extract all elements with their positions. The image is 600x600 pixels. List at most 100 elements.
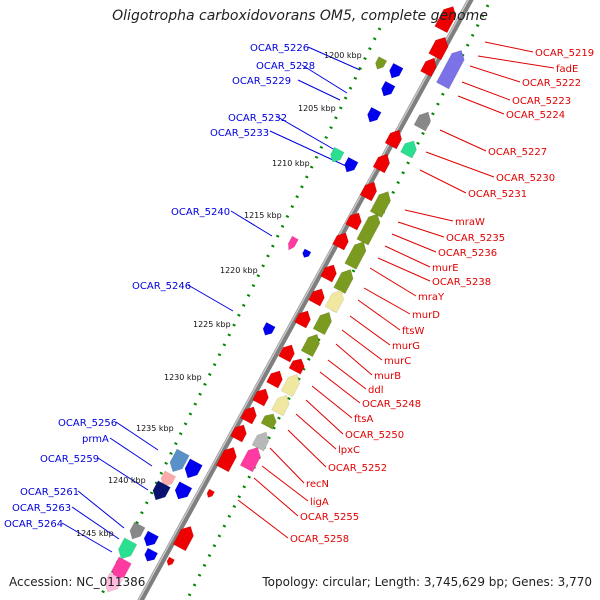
leader-line-ocar-5230 (425, 151, 495, 178)
leader-line-ftsw (357, 299, 401, 331)
leader-line-ddl (327, 359, 367, 390)
leader-line-ocar-5224 (457, 95, 505, 115)
tick-label-1205-kbp: 1205 kbp (298, 104, 336, 113)
gene-label-mraw[interactable]: mraW (455, 217, 485, 228)
leader-line-ocar-5263 (71, 506, 120, 540)
leader-line-murc (341, 329, 383, 361)
gene-label-ocar-5248[interactable]: OCAR_5248 (362, 399, 421, 410)
gene-label-ocar-5259[interactable]: OCAR_5259 (40, 454, 99, 465)
leader-line-ocar-5246 (187, 284, 234, 312)
gene-label-ocar-5228[interactable]: OCAR_5228 (256, 61, 315, 72)
map-title: Oligotropha carboxidovorans OM5, complet… (112, 8, 488, 24)
gene-label-ocar-5263[interactable]: OCAR_5263 (12, 503, 71, 514)
gene-label-murb[interactable]: murB (374, 371, 401, 382)
leader-line-ocar-5235 (397, 221, 445, 238)
gene-label-ocar-5219[interactable]: OCAR_5219 (535, 48, 594, 59)
gene-label-murg[interactable]: murG (392, 341, 420, 352)
gene-label-mray[interactable]: mraY (418, 292, 445, 303)
gene-label-ocar-5223[interactable]: OCAR_5223 (512, 96, 571, 107)
leader-line-ocar-5227 (439, 129, 487, 152)
leader-line-ocar-5219 (484, 41, 534, 53)
leader-line-ocar-5256 (115, 421, 159, 451)
gene-label-ocar-5264[interactable]: OCAR_5264 (4, 519, 63, 530)
gene-label-fade[interactable]: fadE (556, 64, 578, 75)
leader-line-ocar-5261 (77, 490, 125, 529)
leader-line-ocar-5238 (377, 257, 431, 282)
tick-label-1240-kbp: 1240 kbp (108, 476, 146, 485)
gene-label-ocar-5252[interactable]: OCAR_5252 (328, 463, 387, 474)
leader-line-ocar-5252 (287, 429, 327, 468)
tick-label-1225-kbp: 1225 kbp (193, 320, 231, 329)
gene-label-ocar-5256[interactable]: OCAR_5256 (58, 418, 117, 429)
gc-track-inner (98, 27, 382, 599)
genome-backbone (137, 0, 474, 600)
gene-label-murd[interactable]: murD (412, 310, 440, 321)
leader-line-liga (261, 465, 309, 502)
tick-label-1210-kbp: 1210 kbp (272, 159, 310, 168)
leader-line-ocar-5222 (469, 65, 521, 83)
leader-line-ocar-5259 (97, 457, 149, 491)
gene-label-ocar-5258[interactable]: OCAR_5258 (290, 534, 349, 545)
tick-label-1220-kbp: 1220 kbp (220, 266, 258, 275)
gene-label-ocar-5236[interactable]: OCAR_5236 (438, 248, 497, 259)
gene-label-recn[interactable]: recN (306, 479, 329, 490)
leader-line-mraw (404, 209, 454, 222)
leader-line-recn (269, 447, 305, 484)
leader-line-ocar-5223 (461, 81, 511, 101)
tick-label-1200-kbp: 1200 kbp (324, 51, 362, 60)
tick-label-1215-kbp: 1215 kbp (244, 211, 282, 220)
gene-label-ocar-5226[interactable]: OCAR_5226 (250, 43, 309, 54)
leader-line-prma (109, 437, 153, 467)
gene-label-ocar-5246[interactable]: OCAR_5246 (132, 281, 191, 292)
gene-label-prma[interactable]: prmA (82, 434, 109, 445)
leader-line-ocar-5264 (61, 522, 113, 553)
tick-label-1245-kbp: 1245 kbp (76, 529, 114, 538)
leader-line-ftsa (311, 385, 353, 419)
gene-label-ocar-5227[interactable]: OCAR_5227 (488, 147, 547, 158)
gene-label-ocar-5224[interactable]: OCAR_5224 (506, 110, 565, 121)
leader-line-ocar-5229 (297, 79, 341, 101)
leader-line-ocar-5231 (419, 169, 467, 194)
tick-label-1235-kbp: 1235 kbp (136, 424, 174, 433)
gene-label-ftsw[interactable]: ftsW (402, 326, 424, 337)
gene-label-lpxc[interactable]: lpxC (338, 445, 360, 456)
genome-summary: Topology: circular; Length: 3,745,629 bp… (262, 575, 592, 589)
gene-label-ocar-5240[interactable]: OCAR_5240 (171, 207, 230, 218)
gene-label-ocar-5232[interactable]: OCAR_5232 (228, 113, 287, 124)
gene-label-ocar-5255[interactable]: OCAR_5255 (300, 512, 359, 523)
leader-line-mure (384, 245, 431, 268)
gene-label-ocar-5261[interactable]: OCAR_5261 (20, 487, 79, 498)
gene-label-liga[interactable]: ligA (310, 497, 329, 508)
leader-line-ocar-5258 (237, 499, 289, 539)
gene-label-mure[interactable]: murE (432, 263, 459, 274)
gene-label-ocar-5222[interactable]: OCAR_5222 (522, 78, 581, 89)
accession-text: Accession: NC_011386 (9, 575, 146, 589)
gene-label-ftsa[interactable]: ftsA (354, 414, 373, 425)
gene-label-ocar-5230[interactable]: OCAR_5230 (496, 173, 555, 184)
leader-line-murb (335, 343, 373, 376)
leader-line-fade (477, 55, 555, 69)
leader-line-murg (349, 315, 391, 346)
leader-line-ocar-5250 (305, 399, 344, 435)
tick-label-1230-kbp: 1230 kbp (164, 373, 202, 382)
leader-line-ocar-5255 (253, 477, 299, 517)
leader-line-mray (369, 267, 417, 297)
leader-line-ocar-5228 (301, 64, 348, 94)
leader-line-ocar-5248 (319, 371, 361, 404)
gene-label-murc[interactable]: murC (384, 356, 411, 367)
leader-line-ocar-5240 (230, 210, 273, 237)
gene-label-ocar-5238[interactable]: OCAR_5238 (432, 277, 491, 288)
leader-line-lpxc (295, 413, 337, 450)
gene-label-ocar-5229[interactable]: OCAR_5229 (232, 76, 291, 87)
leader-line-ocar-5236 (391, 233, 437, 253)
gene-label-ocar-5231[interactable]: OCAR_5231 (468, 189, 527, 200)
gene-label-ocar-5233[interactable]: OCAR_5233 (210, 128, 269, 139)
gc-track-outer (186, 4, 490, 599)
leader-line-ocar-5226 (307, 46, 361, 71)
gene-label-ocar-5250[interactable]: OCAR_5250 (345, 430, 404, 441)
leader-line-murd (363, 287, 411, 315)
leader-line-ocar-5232 (275, 115, 336, 151)
gene-label-ddl[interactable]: ddl (368, 385, 383, 396)
gene-label-ocar-5235[interactable]: OCAR_5235 (446, 233, 505, 244)
